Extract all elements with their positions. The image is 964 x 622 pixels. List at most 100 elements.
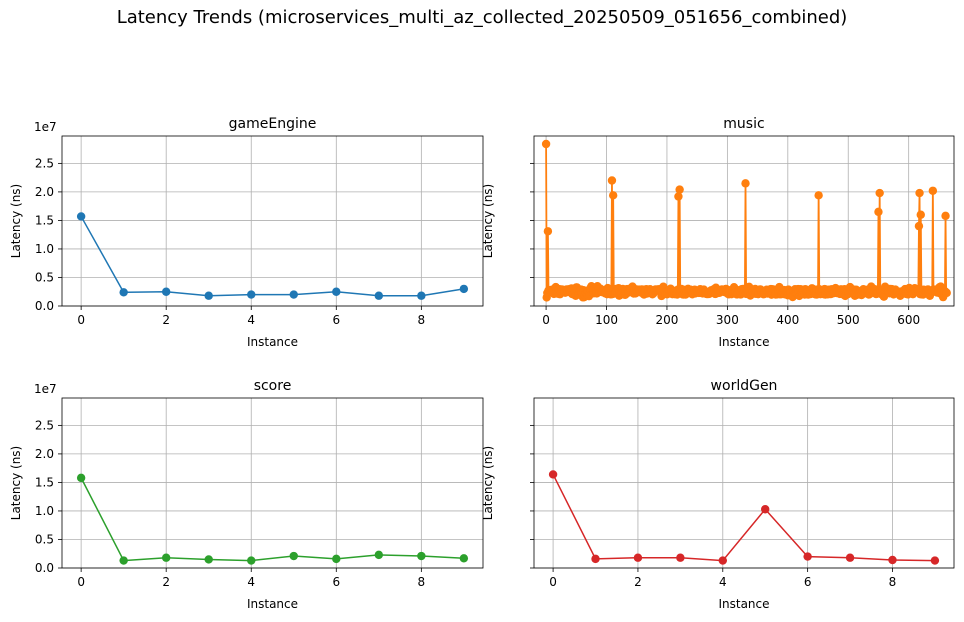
data-point-music — [915, 188, 924, 198]
data-point-score — [417, 551, 426, 561]
axes-frame-worldgen — [533, 397, 955, 569]
data-point-worldgen — [845, 553, 855, 562]
data-point-score — [119, 556, 128, 565]
data-point-worldgen — [548, 470, 558, 479]
data-point-music — [928, 186, 938, 195]
data-point-worldgen — [718, 556, 727, 565]
data-point-worldgen — [761, 505, 770, 514]
data-point-gameengine — [76, 212, 86, 221]
panel-worldgen: 0 2 4 6 8 worldGen Instance Latency (ns) — [481, 378, 955, 611]
data-point-music — [608, 191, 618, 200]
panel-title-music: music — [723, 116, 764, 132]
data-point-gameengine — [247, 290, 256, 299]
x-axis-label: Instance — [718, 597, 769, 611]
panel-score: 0 2 4 6 8 0.0 0.5 1.0 1.5 2.0 2.5 score Instance Late… — [9, 378, 484, 611]
x-tick-label: 0 — [77, 575, 85, 589]
x-tick-label: 4 — [247, 313, 255, 327]
data-point-gameengine — [459, 284, 469, 294]
panel-music: 0 100 200 300 400 500 600 music Instance Latency … — [481, 116, 955, 349]
x-tick-label: 4 — [247, 575, 255, 589]
y-tick-label: 2.5 — [35, 156, 54, 170]
data-point-music — [814, 191, 823, 200]
data-point-score — [459, 554, 469, 563]
data-point-worldgen — [930, 556, 940, 565]
y-tick-label: 1.5 — [35, 213, 54, 227]
data-point-music — [942, 288, 951, 298]
data-point-gameengine — [374, 291, 384, 300]
data-point-music — [675, 185, 684, 194]
axes-frame-music — [533, 135, 955, 307]
y-offset-label: 1e7 — [34, 120, 57, 134]
data-point-gameengine — [161, 287, 171, 296]
data-point-score — [204, 555, 213, 564]
x-tick-label: 300 — [716, 313, 739, 327]
y-tick-label: 0.0 — [35, 299, 54, 313]
data-point-score — [76, 473, 86, 483]
y-axis-label: Latency (ns) — [481, 446, 495, 520]
x-tick-label: 0 — [549, 575, 557, 589]
y-offset-label: 1e7 — [34, 382, 57, 396]
x-tick-label: 6 — [332, 575, 340, 589]
data-point-score — [161, 553, 171, 562]
y-tick-label: 2.0 — [35, 447, 54, 461]
x-tick-label: 2 — [162, 313, 170, 327]
x-tick-label: 6 — [332, 313, 340, 327]
x-tick-label: 200 — [655, 313, 678, 327]
x-tick-label: 8 — [418, 575, 426, 589]
data-point-music — [875, 188, 884, 198]
data-point-music — [741, 179, 750, 188]
x-tick-label: 8 — [418, 313, 426, 327]
series-line-gameengine — [80, 216, 464, 297]
data-point-music — [543, 227, 553, 236]
x-axis-label: Instance — [247, 597, 298, 611]
axes-frame-gameengine — [61, 135, 484, 307]
data-point-gameengine — [204, 291, 213, 300]
x-tick-label: 2 — [162, 575, 170, 589]
data-point-score — [247, 556, 256, 565]
data-point-worldgen — [676, 553, 685, 562]
data-point-music — [541, 139, 551, 149]
y-axis-label: Latency (ns) — [9, 446, 23, 520]
data-point-score — [332, 554, 341, 564]
data-point-score — [374, 550, 384, 560]
axes-frame-score — [61, 397, 484, 569]
x-tick-label: 4 — [719, 575, 727, 589]
y-axis-label: Latency (ns) — [9, 184, 23, 258]
x-tick-label: 0 — [77, 313, 85, 327]
panel-title-worldgen: worldGen — [711, 378, 778, 394]
panel-title-gameengine: gameEngine — [229, 116, 317, 132]
x-tick-label: 2 — [634, 575, 642, 589]
series-line-worldgen — [552, 474, 935, 562]
x-tick-label: 600 — [897, 313, 920, 327]
y-axis-label: Latency (ns) — [481, 184, 495, 258]
x-tick-label: 0 — [542, 313, 550, 327]
data-point-worldgen — [633, 553, 643, 562]
x-axis-label: Instance — [718, 335, 769, 349]
y-tick-label: 2.5 — [35, 418, 54, 432]
data-point-worldgen — [803, 552, 812, 561]
data-point-gameengine — [332, 287, 341, 296]
panel-title-score: score — [254, 378, 292, 394]
x-tick-label: 500 — [837, 313, 860, 327]
data-point-worldgen — [591, 554, 600, 564]
y-tick-label: 1.0 — [35, 504, 54, 518]
x-axis-label: Instance — [247, 335, 298, 349]
x-tick-label: 100 — [595, 313, 618, 327]
x-tick-label: 6 — [804, 575, 812, 589]
y-tick-label: 1.0 — [35, 242, 54, 256]
y-tick-label: 0.5 — [35, 270, 54, 284]
data-point-gameengine — [119, 288, 128, 297]
series-line-score — [80, 477, 464, 562]
data-point-music — [607, 176, 617, 185]
data-point-gameengine — [417, 291, 426, 300]
data-point-music — [874, 207, 883, 217]
data-point-gameengine — [289, 290, 298, 299]
panel-gameengine: 0 2 4 6 8 0.0 0.5 1.0 1.5 2.0 2.5 gameEngine Instanc… — [9, 116, 484, 349]
data-point-score — [289, 551, 298, 561]
data-point-music — [941, 211, 950, 221]
x-tick-label: 400 — [776, 313, 799, 327]
x-tick-label: 8 — [889, 575, 897, 589]
data-point-music — [916, 210, 925, 219]
figure-title: Latency Trends (microservices_multi_az_c… — [116, 7, 848, 28]
